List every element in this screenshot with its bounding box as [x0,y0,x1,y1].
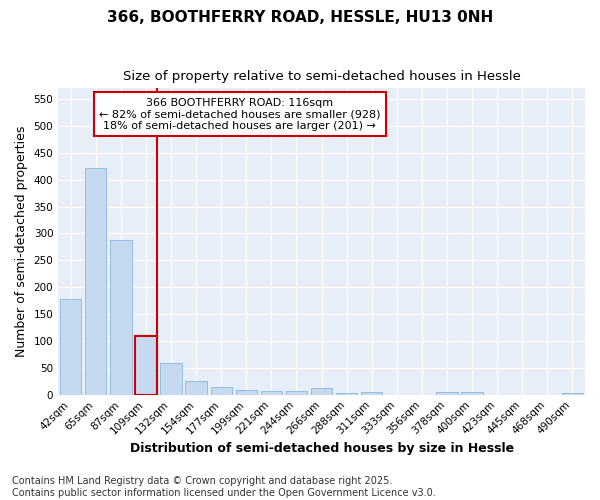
Text: Contains HM Land Registry data © Crown copyright and database right 2025.
Contai: Contains HM Land Registry data © Crown c… [12,476,436,498]
Bar [436,392,458,394]
Bar [110,240,131,394]
Bar [562,392,583,394]
Bar [361,392,382,394]
Bar [85,168,106,394]
Text: 366, BOOTHFERRY ROAD, HESSLE, HU13 0NH: 366, BOOTHFERRY ROAD, HESSLE, HU13 0NH [107,10,493,25]
Bar [461,392,483,394]
Bar [211,387,232,394]
Bar [160,363,182,394]
Bar [261,391,282,394]
Bar [185,380,207,394]
Y-axis label: Number of semi-detached properties: Number of semi-detached properties [15,126,28,357]
Bar [236,390,257,394]
Text: 366 BOOTHFERRY ROAD: 116sqm
← 82% of semi-detached houses are smaller (928)
18% : 366 BOOTHFERRY ROAD: 116sqm ← 82% of sem… [99,98,380,130]
Bar [136,336,157,394]
Bar [286,391,307,394]
Bar [311,388,332,394]
Bar [336,392,358,394]
Bar [60,299,82,394]
Title: Size of property relative to semi-detached houses in Hessle: Size of property relative to semi-detach… [122,70,521,83]
X-axis label: Distribution of semi-detached houses by size in Hessle: Distribution of semi-detached houses by … [130,442,514,455]
